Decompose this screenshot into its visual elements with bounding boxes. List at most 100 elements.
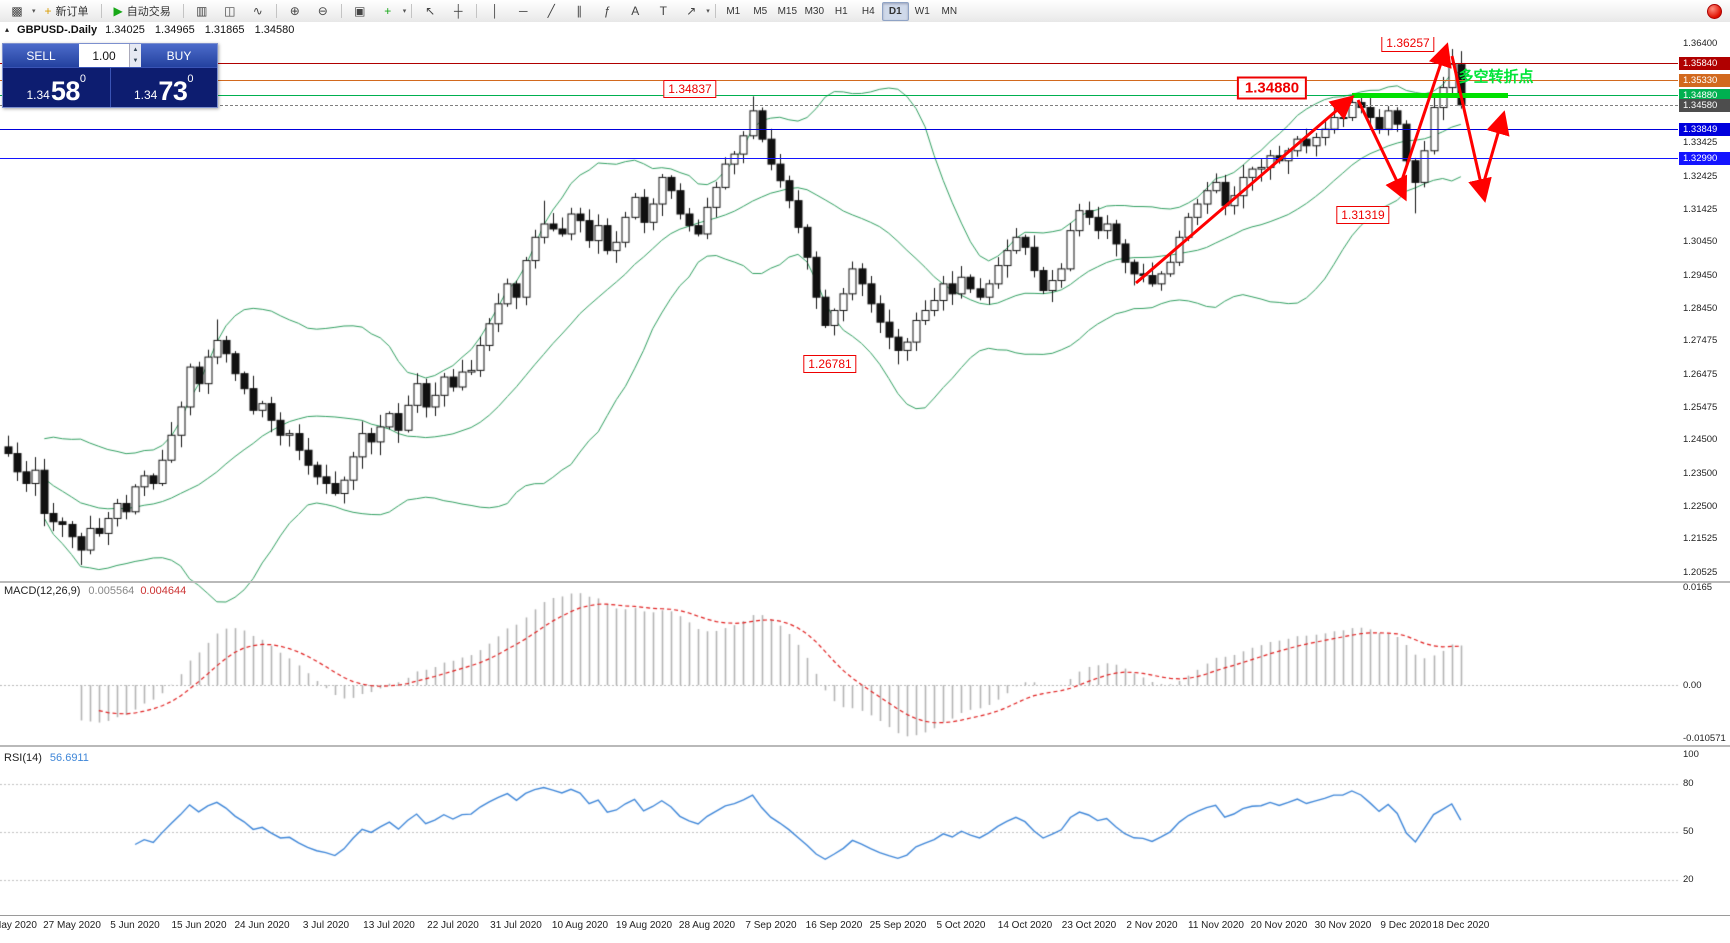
sell-price-prefix: 1.34 [26, 88, 50, 102]
buy-price-pips: 73 [158, 76, 188, 106]
candlestick-chart-button[interactable]: ◫ [217, 1, 243, 21]
arrow-tools-icon: ↗ [686, 4, 697, 18]
macd-axis-min: -0.010571 [1683, 733, 1726, 744]
bar-chart-button[interactable]: ▥ [189, 1, 215, 21]
cursor-icon: ↖ [425, 4, 436, 18]
indicators-list-button[interactable]: + [375, 1, 401, 21]
new-chart-button[interactable]: ▩ [4, 1, 30, 21]
toolbar-separator [476, 4, 478, 18]
lot-size-value[interactable]: 1.00 [92, 48, 116, 63]
trendline-icon: ╱ [547, 4, 555, 18]
rsi-axis-20: 20 [1683, 874, 1694, 885]
close-value: 1.34580 [254, 23, 295, 36]
sell-price-display[interactable]: 1.34 58 0 [3, 68, 110, 107]
panel-splitter[interactable] [0, 581, 1730, 583]
high-value: 1.34965 [154, 23, 195, 36]
fibonacci-retracement-icon: ƒ [603, 4, 611, 18]
lot-size-input[interactable]: 1.00 ▲ ▼ [79, 44, 141, 67]
open-value: 1.34025 [105, 23, 145, 36]
zoom-out-icon: ⊖ [317, 4, 328, 18]
one-click-collapse-icon[interactable]: ▴ [5, 25, 10, 34]
sell-price-point: 0 [79, 73, 87, 85]
toolbar-separator [182, 4, 184, 18]
ohlc-readout: 1.34025 1.34965 1.31865 1.34580 [105, 24, 301, 36]
buy-price-prefix: 1.34 [133, 88, 158, 102]
fibonacci-retracement-button[interactable]: ƒ [594, 1, 620, 21]
tile-windows-button[interactable]: ▣ [347, 1, 373, 21]
text-label-tool-icon: T [659, 4, 667, 18]
zoom-in-button[interactable]: ⊕ [282, 1, 308, 21]
line-chart-button[interactable]: ∿ [245, 1, 271, 21]
price-divider [109, 68, 111, 107]
panel-splitter[interactable] [0, 915, 1730, 916]
timeframe-h4-button[interactable]: H4 [861, 5, 875, 17]
macd-axis-max: 0.0165 [1683, 582, 1713, 593]
timeframe-m30-button[interactable]: M30 [804, 5, 825, 17]
timeframe-w1-button[interactable]: W1 [914, 5, 930, 17]
lot-decrease-button[interactable]: ▼ [130, 55, 141, 67]
zoom-in-icon: ⊕ [289, 4, 300, 18]
new-order-label: 新订单 [55, 6, 89, 18]
vertical-line-button[interactable]: │ [482, 1, 508, 21]
macd-main-value: 0.005564 [88, 585, 135, 597]
text-tool-button[interactable]: A [622, 1, 648, 21]
autotrading-icon: ▶ [113, 4, 123, 18]
timeframe-m15-button[interactable]: M15 [777, 5, 798, 17]
new-order-icon: + [44, 4, 52, 18]
buy-price-display[interactable]: 1.34 73 0 [111, 68, 218, 107]
zoom-out-button[interactable]: ⊖ [310, 1, 336, 21]
buy-price-point: 0 [187, 73, 194, 85]
symbol-period-title: GBPUSD-.Daily [17, 23, 98, 36]
timeframe-m1-button[interactable]: M1 [726, 5, 741, 17]
lot-spinner: ▲ ▼ [129, 44, 141, 67]
macd-axis-zero: 0.00 [1683, 680, 1702, 691]
lot-increase-button[interactable]: ▲ [130, 44, 141, 56]
timeframe-mn-button[interactable]: MN [941, 5, 958, 17]
toolbar: ▩ ▾ + 新订单 ▶ 自动交易 ▥ ◫ ∿ ⊕ ⊖ ▣ + ▾ ↖ ┼ │ ─ ╱ ∥ ƒ A T ↗ ▾ M1 M5 M15 M30… [0, 0, 1730, 23]
arrow-tools-dropdown-icon[interactable]: ▾ [706, 8, 710, 15]
tile-windows-icon: ▣ [354, 4, 366, 18]
new-chart-dropdown-icon[interactable]: ▾ [32, 8, 36, 15]
trendline-button[interactable]: ╱ [538, 1, 564, 21]
low-value: 1.31865 [204, 23, 245, 36]
macd-indicator-label: MACD(12,26,9) 0.005564 0.004644 [4, 585, 186, 597]
toolbar-separator [411, 4, 413, 18]
sell-price-pips: 58 [50, 76, 81, 106]
crosshair-icon: ┼ [454, 4, 463, 18]
notification-icon[interactable] [1707, 3, 1722, 19]
timeframe-m5-button[interactable]: M5 [753, 5, 768, 17]
rsi-axis-100: 100 [1683, 749, 1699, 760]
indicators-list-dropdown-icon[interactable]: ▾ [402, 8, 407, 15]
toolbar-separator [714, 4, 716, 18]
macd-signal-value: 0.004644 [140, 585, 187, 597]
text-label-tool-button[interactable]: T [650, 1, 676, 21]
line-chart-icon: ∿ [252, 4, 263, 18]
toolbar-separator [275, 4, 277, 18]
toolbar-separator [100, 4, 102, 18]
macd-name: MACD(12,26,9) [4, 585, 81, 597]
timeframe-h1-button[interactable]: H1 [834, 5, 848, 17]
rsi-axis-80: 80 [1683, 778, 1694, 789]
one-click-trading-panel: SELL 1.00 ▲ ▼ BUY 1.34 58 0 1.34 73 0 [2, 43, 218, 108]
cursor-button[interactable]: ↖ [417, 1, 443, 21]
arrow-tools-button[interactable]: ↗ [678, 1, 704, 21]
candlestick-chart-icon: ◫ [224, 4, 236, 18]
new-chart-icon: ▩ [11, 4, 23, 18]
new-order-button[interactable]: + 新订单 [38, 1, 96, 21]
equidistant-channel-button[interactable]: ∥ [566, 1, 592, 21]
panel-splitter[interactable] [0, 745, 1730, 747]
buy-button[interactable]: BUY [141, 44, 217, 67]
rsi-name: RSI(14) [4, 752, 42, 764]
timeframe-d1-button[interactable]: D1 [881, 1, 909, 21]
sell-button[interactable]: SELL [3, 44, 79, 67]
chart-title-row: ▴ GBPUSD-.Daily 1.34025 1.34965 1.31865 … [0, 22, 1730, 37]
autotrading-button[interactable]: ▶ 自动交易 [107, 1, 178, 21]
autotrading-label: 自动交易 [126, 6, 171, 18]
toolbar-separator [340, 4, 342, 18]
crosshair-button[interactable]: ┼ [445, 1, 471, 21]
rsi-indicator-label: RSI(14) 56.6911 [4, 752, 89, 764]
horizontal-line-button[interactable]: ─ [510, 1, 536, 21]
vertical-line-icon: │ [491, 4, 500, 18]
